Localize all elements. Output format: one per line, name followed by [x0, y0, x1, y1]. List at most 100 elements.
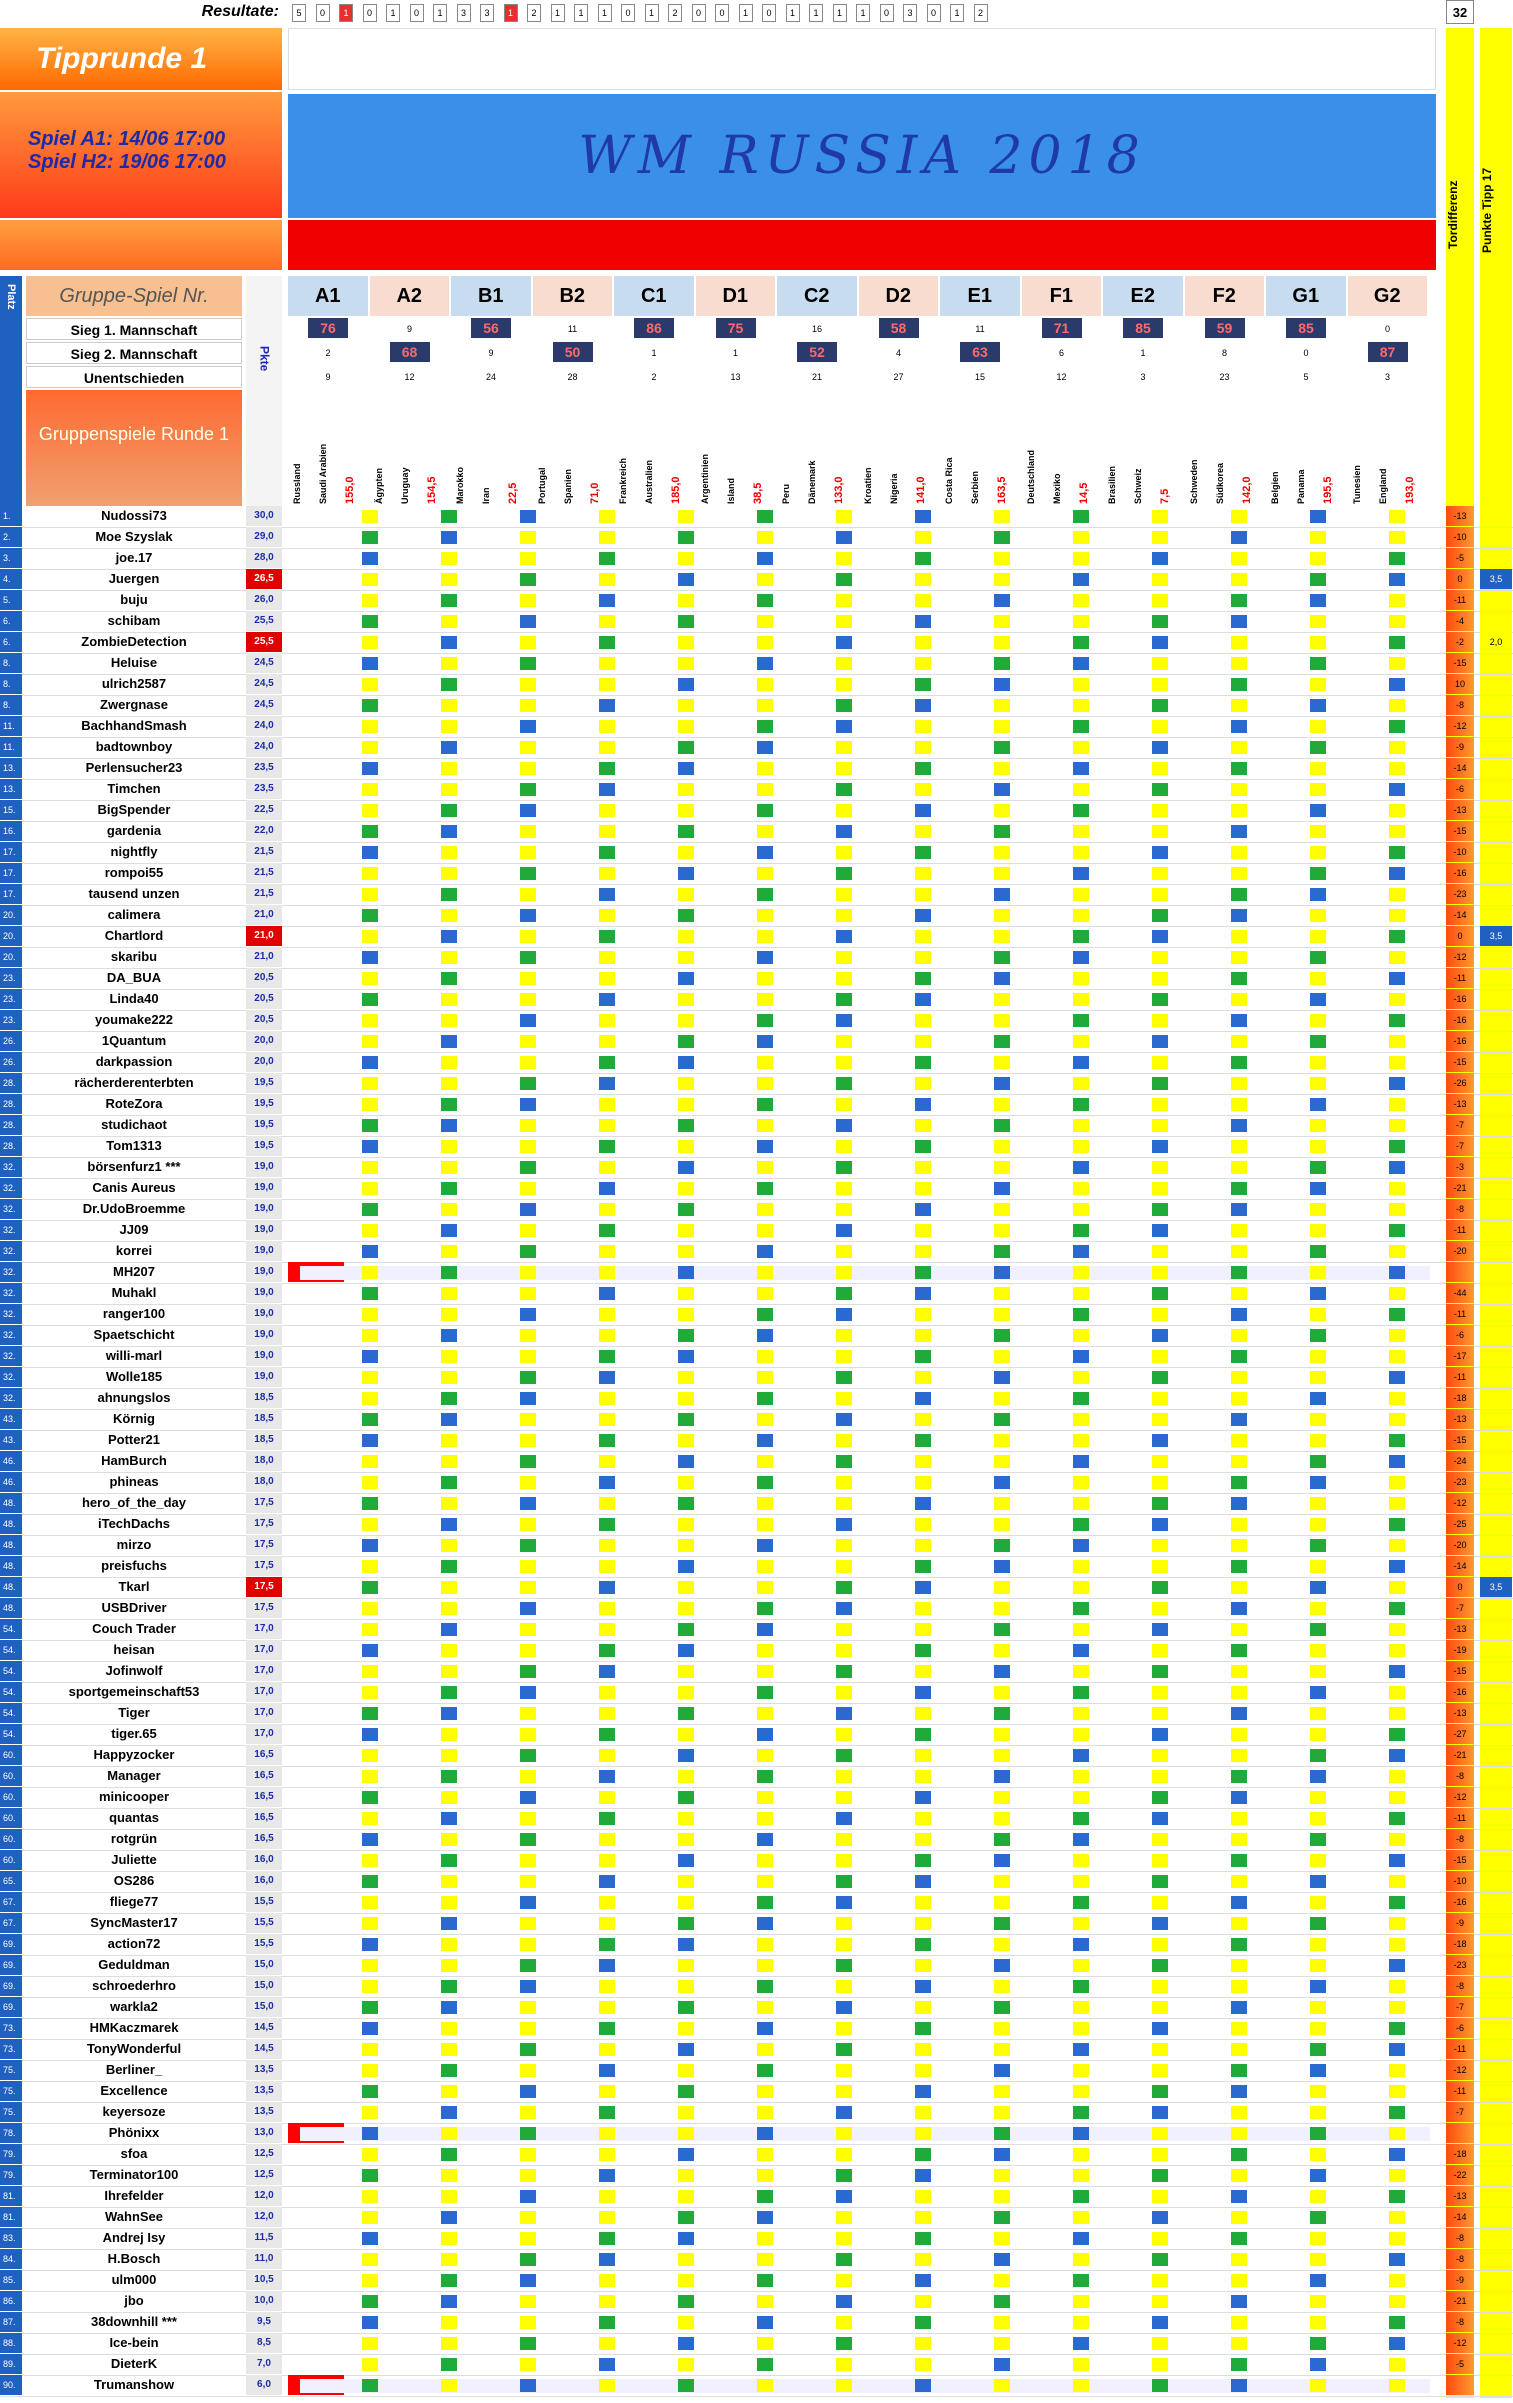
player-row[interactable]: 90. Trumanshow 6,0 — [0, 2375, 1513, 2397]
player-row[interactable]: 88. Ice-bein 8,5 -12 — [0, 2333, 1513, 2355]
player-row[interactable]: 28. Tom1313 19,5 -7 — [0, 1136, 1513, 1158]
tip-points-badge — [441, 1623, 457, 1636]
player-row[interactable]: 8. Heluise 24,5 -15 — [0, 653, 1513, 675]
player-row[interactable]: 32. ahnungslos 18,5 -18 — [0, 1388, 1513, 1410]
player-row[interactable]: 69. schroederhro 15,0 -8 — [0, 1976, 1513, 1998]
player-row[interactable]: 48. mirzo 17,5 -20 — [0, 1535, 1513, 1557]
player-row[interactable]: 17. tausend unzen 21,5 -23 — [0, 884, 1513, 906]
player-row[interactable]: 86. jbo 10,0 -21 — [0, 2291, 1513, 2313]
player-row[interactable]: 48. iTechDachs 17,5 -25 — [0, 1514, 1513, 1536]
player-row[interactable]: 75. keyersoze 13,5 -7 — [0, 2102, 1513, 2124]
player-row[interactable]: 60. Manager 16,5 -8 — [0, 1766, 1513, 1788]
player-row[interactable]: 75. Berliner_ 13,5 -12 — [0, 2060, 1513, 2082]
tip-points-badge — [441, 1182, 457, 1195]
player-row[interactable]: 16. gardenia 22,0 -15 — [0, 821, 1513, 843]
player-row[interactable]: 85. ulm000 10,5 -9 — [0, 2270, 1513, 2292]
player-row[interactable]: 78. Phönixx 13,0 — [0, 2123, 1513, 2145]
tip-points-badge — [1310, 2211, 1326, 2224]
player-row[interactable]: 17. nightfly 21,5 -10 — [0, 842, 1513, 864]
player-row[interactable]: 60. Juliette 16,0 -15 — [0, 1850, 1513, 1872]
player-row[interactable]: 23. youmake222 20,5 -16 — [0, 1010, 1513, 1032]
player-row[interactable]: 6. ZombieDetection 25,5 -2 2,0 — [0, 632, 1513, 654]
player-row[interactable]: 67. fliege77 15,5 -16 — [0, 1892, 1513, 1914]
player-row[interactable]: 32. korrei 19,0 -20 — [0, 1241, 1513, 1263]
player-row[interactable]: 46. phineas 18,0 -23 — [0, 1472, 1513, 1494]
player-row[interactable]: 28. rächerderenterbten 19,5 -26 — [0, 1073, 1513, 1095]
player-row[interactable]: 4. Juergen 26,5 0 3,5 — [0, 569, 1513, 591]
player-row[interactable]: 73. TonyWonderful 14,5 -11 — [0, 2039, 1513, 2061]
player-row[interactable]: 20. calimera 21,0 -14 — [0, 905, 1513, 927]
player-row[interactable]: 5. buju 26,0 -11 — [0, 590, 1513, 612]
player-row[interactable]: 8. Zwergnase 24,5 -8 — [0, 695, 1513, 717]
player-row[interactable]: 23. DA_BUA 20,5 -11 — [0, 968, 1513, 990]
player-row[interactable]: 32. JJ09 19,0 -11 — [0, 1220, 1513, 1242]
player-row[interactable]: 60. Happyzocker 16,5 -21 — [0, 1745, 1513, 1767]
player-row[interactable]: 8. ulrich2587 24,5 10 — [0, 674, 1513, 696]
player-row[interactable]: 17. rompoi55 21,5 -16 — [0, 863, 1513, 885]
player-row[interactable]: 32. börsenfurz1 *** 19,0 -3 — [0, 1157, 1513, 1179]
player-row[interactable]: 65. OS286 16,0 -10 — [0, 1871, 1513, 1893]
player-row[interactable]: 69. Geduldman 15,0 -23 — [0, 1955, 1513, 1977]
player-row[interactable]: 54. sportgemeinschaft53 17,0 -16 — [0, 1682, 1513, 1704]
tip-points-badge — [757, 1035, 773, 1048]
player-row[interactable]: 32. willi-marl 19,0 -17 — [0, 1346, 1513, 1368]
player-row[interactable]: 60. quantas 16,5 -11 — [0, 1808, 1513, 1830]
player-row[interactable]: 13. Perlensucher23 23,5 -14 — [0, 758, 1513, 780]
player-row[interactable]: 69. warkla2 15,0 -7 — [0, 1997, 1513, 2019]
player-row[interactable]: 46. HamBurch 18,0 -24 — [0, 1451, 1513, 1473]
player-row[interactable]: 54. tiger.65 17,0 -27 — [0, 1724, 1513, 1746]
tip-points-badge — [678, 888, 694, 901]
player-row[interactable]: 32. Wolle185 19,0 -11 — [0, 1367, 1513, 1389]
player-row[interactable]: 89. DieterK 7,0 -5 — [0, 2354, 1513, 2376]
player-row[interactable]: 11. badtownboy 24,0 -9 — [0, 737, 1513, 759]
player-row[interactable]: 69. action72 15,5 -18 — [0, 1934, 1513, 1956]
player-row[interactable]: 15. BigSpender 22,5 -13 — [0, 800, 1513, 822]
player-row[interactable]: 60. minicooper 16,5 -12 — [0, 1787, 1513, 1809]
player-row[interactable]: 32. Dr.UdoBroemme 19,0 -8 — [0, 1199, 1513, 1221]
player-row[interactable]: 6. schibam 25,5 -4 — [0, 611, 1513, 633]
player-row[interactable]: 20. skaribu 21,0 -12 — [0, 947, 1513, 969]
player-row[interactable]: 54. heisan 17,0 -19 — [0, 1640, 1513, 1662]
player-row[interactable]: 32. ranger100 19,0 -11 — [0, 1304, 1513, 1326]
tip-points-badge — [1389, 1392, 1405, 1405]
player-row[interactable]: 48. USBDriver 17,5 -7 — [0, 1598, 1513, 1620]
player-row[interactable]: 48. Tkarl 17,5 0 3,5 — [0, 1577, 1513, 1599]
player-row[interactable]: 54. Couch Trader 17,0 -13 — [0, 1619, 1513, 1641]
player-row[interactable]: 87. 38downhill *** 9,5 -8 — [0, 2312, 1513, 2334]
player-row[interactable]: 81. Ihrefelder 12,0 -13 — [0, 2186, 1513, 2208]
player-row[interactable]: 28. studichaot 19,5 -7 — [0, 1115, 1513, 1137]
player-row[interactable]: 20. Chartlord 21,0 0 3,5 — [0, 926, 1513, 948]
player-row[interactable]: 43. Potter21 18,5 -15 — [0, 1430, 1513, 1452]
player-row[interactable]: 32. Canis Aureus 19,0 -21 — [0, 1178, 1513, 1200]
player-row[interactable]: 32. Muhakl 19,0 -44 — [0, 1283, 1513, 1305]
player-row[interactable]: 3. joe.17 28,0 -5 — [0, 548, 1513, 570]
tip-points-badge — [599, 1854, 615, 1867]
player-row[interactable]: 23. Linda40 20,5 -16 — [0, 989, 1513, 1011]
player-row[interactable]: 1. Nudossi73 30,0 -13 — [0, 506, 1513, 528]
player-row[interactable]: 79. sfoa 12,5 -18 — [0, 2144, 1513, 2166]
player-row[interactable]: 32. Spaetschicht 19,0 -6 — [0, 1325, 1513, 1347]
player-row[interactable]: 26. darkpassion 20,0 -15 — [0, 1052, 1513, 1074]
player-row[interactable]: 83. Andrej Isy 11,5 -8 — [0, 2228, 1513, 2250]
player-row[interactable]: 79. Terminator100 12,5 -22 — [0, 2165, 1513, 2187]
player-row[interactable]: 75. Excellence 13,5 -11 — [0, 2081, 1513, 2103]
player-row[interactable]: 28. RoteZora 19,5 -13 — [0, 1094, 1513, 1116]
player-row[interactable]: 48. hero_of_the_day 17,5 -12 — [0, 1493, 1513, 1515]
player-row[interactable]: 81. WahnSee 12,0 -14 — [0, 2207, 1513, 2229]
player-row[interactable]: 54. Jofinwolf 17,0 -15 — [0, 1661, 1513, 1683]
player-row[interactable]: 48. preisfuchs 17,5 -14 — [0, 1556, 1513, 1578]
player-row[interactable]: 67. SyncMaster17 15,5 -9 — [0, 1913, 1513, 1935]
player-rank: 1. — [0, 506, 22, 526]
player-row[interactable]: 2. Moe Szyslak 29,0 -10 — [0, 527, 1513, 549]
player-row[interactable]: 26. 1Quantum 20,0 -16 — [0, 1031, 1513, 1053]
player-row[interactable]: 73. HMKaczmarek 14,5 -6 — [0, 2018, 1513, 2040]
player-row[interactable]: 43. Körnig 18,5 -13 — [0, 1409, 1513, 1431]
player-row[interactable]: 60. rotgrün 16,5 -8 — [0, 1829, 1513, 1851]
player-row[interactable]: 32. MH207 19,0 — [0, 1262, 1513, 1284]
player-row[interactable]: 84. H.Bosch 11,0 -8 — [0, 2249, 1513, 2271]
tip-points-badge — [1073, 510, 1089, 523]
player-row[interactable]: 11. BachhandSmash 24,0 -12 — [0, 716, 1513, 738]
player-row[interactable]: 13. Timchen 23,5 -6 — [0, 779, 1513, 801]
player-row[interactable]: 54. Tiger 17,0 -13 — [0, 1703, 1513, 1725]
tip-points-badge — [994, 1938, 1010, 1951]
